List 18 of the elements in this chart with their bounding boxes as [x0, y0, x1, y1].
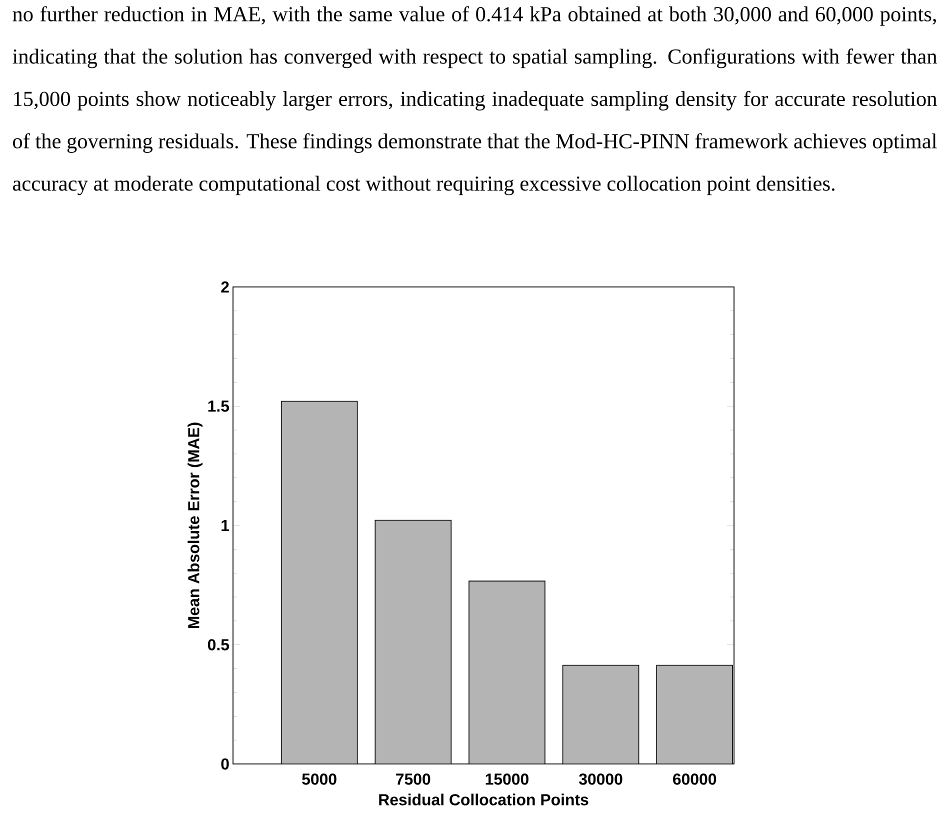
y-tick-label: 2	[221, 281, 229, 293]
text: no further reduction in MAE, with the same value of 0.414 kPa obtained at both 30,000 and 60,000 points, indicating that the solution has converged with respect to spatial sampling. Configurations with fewer than 15,000 points show noticeably larger errors, indicating inadequate sampling density for accurate resolution of the governing residuals. These findings demonstrate that the Mod-HC-PINN framework achieves optimal accuracy at moderate computational cost without requiring excessive collocation point densities.	[12, 6, 937, 196]
bar	[281, 401, 358, 764]
x-tick-label: 60000	[673, 774, 716, 785]
x-tick-label: 5000	[302, 774, 336, 785]
y-axis-title: Mean Absolute Error (MAE)	[188, 422, 202, 628]
y-tick-label: 1.5	[208, 400, 230, 412]
bar	[468, 581, 545, 764]
x-axis-title: Residual Collocation Points	[379, 794, 588, 806]
y-tick-label: 0	[221, 758, 229, 770]
bar	[656, 664, 734, 764]
x-tick-label: 30000	[578, 774, 622, 785]
bar	[562, 665, 639, 764]
x-tick-label: 7500	[396, 774, 430, 785]
x-tick-label: 15000	[486, 774, 528, 785]
y-tick-label: 1	[222, 520, 230, 531]
y-tick-label: 0.5	[208, 639, 230, 650]
bar	[375, 520, 452, 764]
